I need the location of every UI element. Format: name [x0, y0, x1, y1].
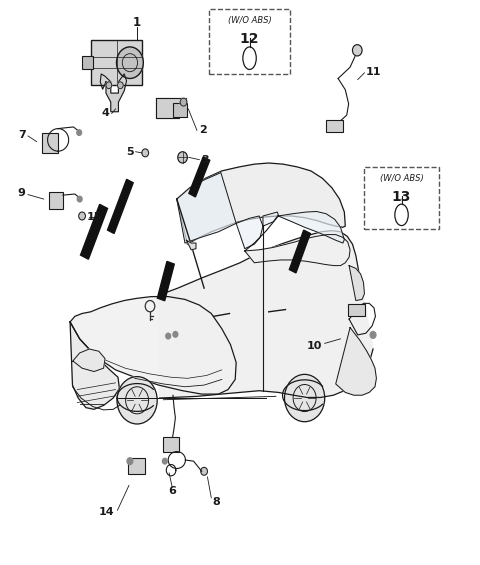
Bar: [42, 133, 58, 153]
Circle shape: [370, 332, 376, 338]
Circle shape: [201, 467, 207, 475]
Polygon shape: [157, 262, 174, 301]
Circle shape: [142, 149, 149, 157]
Polygon shape: [108, 179, 133, 233]
Text: 4: 4: [102, 108, 110, 119]
Circle shape: [118, 82, 123, 89]
Polygon shape: [278, 211, 344, 243]
Polygon shape: [289, 230, 310, 273]
Circle shape: [285, 375, 324, 421]
Text: (W/O ABS): (W/O ABS): [228, 16, 272, 25]
Bar: [48, 192, 63, 209]
Circle shape: [117, 47, 144, 79]
Circle shape: [106, 82, 112, 89]
Circle shape: [162, 458, 167, 464]
FancyBboxPatch shape: [91, 40, 143, 85]
Circle shape: [77, 196, 82, 202]
Text: 3: 3: [202, 155, 209, 164]
Text: 15: 15: [87, 212, 102, 222]
Bar: [82, 56, 93, 69]
Circle shape: [117, 377, 157, 424]
Text: 12: 12: [240, 32, 259, 46]
Text: 10: 10: [307, 341, 323, 351]
Circle shape: [352, 45, 362, 56]
Polygon shape: [100, 74, 127, 112]
Circle shape: [178, 152, 187, 163]
Bar: [348, 304, 365, 316]
Bar: [326, 120, 343, 132]
Text: 5: 5: [126, 147, 134, 157]
Bar: [163, 437, 179, 451]
Polygon shape: [156, 98, 186, 118]
Bar: [128, 458, 145, 474]
Text: 11: 11: [365, 67, 381, 77]
Polygon shape: [349, 266, 364, 301]
Bar: [209, 9, 290, 74]
Circle shape: [77, 130, 82, 136]
Text: 2: 2: [199, 125, 207, 136]
Text: 7: 7: [18, 130, 25, 140]
Text: 9: 9: [18, 189, 25, 198]
Circle shape: [166, 333, 170, 339]
Polygon shape: [177, 163, 345, 244]
Text: 1: 1: [133, 16, 141, 29]
Circle shape: [127, 458, 133, 464]
Text: 8: 8: [212, 497, 220, 507]
Circle shape: [173, 332, 178, 337]
Polygon shape: [263, 212, 278, 226]
Polygon shape: [186, 240, 196, 250]
Circle shape: [79, 212, 85, 220]
Bar: [173, 103, 187, 117]
Polygon shape: [70, 297, 236, 394]
Text: 6: 6: [168, 486, 176, 496]
Polygon shape: [72, 349, 105, 372]
Text: (W/O ABS): (W/O ABS): [380, 173, 423, 182]
Polygon shape: [177, 172, 236, 243]
Text: 14: 14: [99, 507, 115, 518]
Polygon shape: [81, 205, 108, 259]
Polygon shape: [236, 216, 263, 249]
Text: 13: 13: [392, 189, 411, 203]
Bar: [364, 167, 439, 229]
Circle shape: [180, 98, 187, 106]
Polygon shape: [70, 322, 120, 409]
Polygon shape: [336, 328, 376, 396]
Polygon shape: [159, 231, 373, 398]
Polygon shape: [189, 157, 210, 197]
Polygon shape: [245, 234, 350, 266]
